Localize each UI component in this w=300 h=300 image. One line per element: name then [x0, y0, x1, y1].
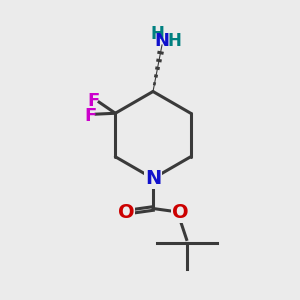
Text: N: N [145, 169, 161, 188]
Text: H: H [167, 32, 181, 50]
Text: F: F [85, 106, 97, 125]
Text: N: N [154, 32, 169, 50]
Text: O: O [172, 203, 188, 223]
Text: F: F [88, 92, 100, 110]
Text: H: H [151, 25, 164, 43]
Text: O: O [118, 203, 134, 223]
